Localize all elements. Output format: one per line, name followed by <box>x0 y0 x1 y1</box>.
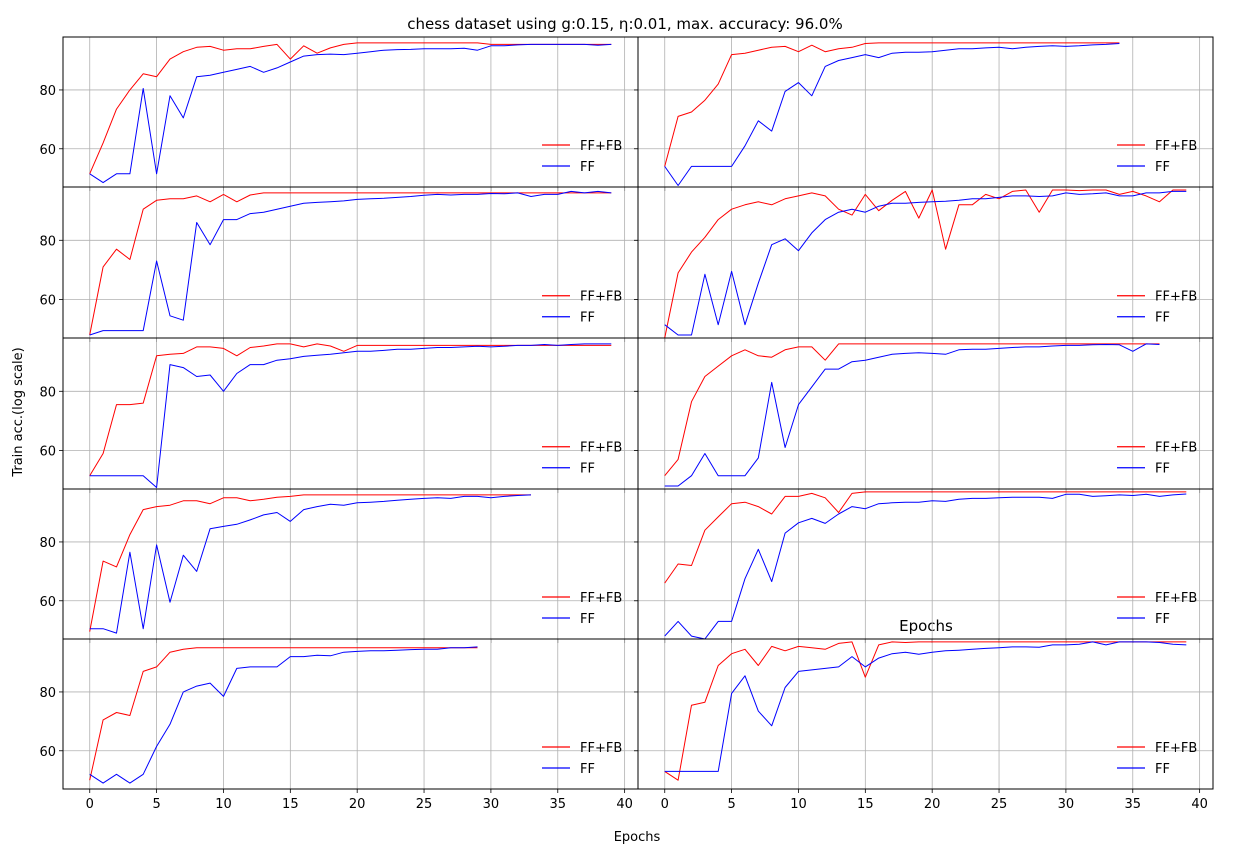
series-line-ff <box>89 646 478 784</box>
legend-label: FF <box>580 311 595 326</box>
legend-label: FF+FB <box>580 591 622 606</box>
legend-label: FF <box>580 612 595 627</box>
inner-epochs-label: Epochs <box>899 617 953 635</box>
series-line-ff <box>89 43 612 184</box>
y-axis-label: Train acc.(log scale) <box>11 347 26 477</box>
x-tick-label: 25 <box>416 797 433 812</box>
series-line-ff <box>89 343 612 488</box>
legend-label: FF <box>1155 160 1170 175</box>
y-tick-label: 60 <box>39 445 56 460</box>
legend-label: FF <box>1155 612 1170 627</box>
legend-label: FF+FB <box>1155 741 1197 756</box>
y-tick-label: 60 <box>39 595 56 610</box>
series-line-ff <box>664 43 1120 186</box>
x-tick-label: 25 <box>991 797 1008 812</box>
series-line-ff <box>89 494 532 634</box>
x-tick-label: 40 <box>1191 797 1208 812</box>
series-line-ff <box>89 190 612 336</box>
series-line-ffb <box>89 494 531 632</box>
series-line-ffb <box>89 192 612 336</box>
series-line-ff <box>664 493 1187 640</box>
x-axis-label: Epochs <box>614 830 661 845</box>
series-line-ffb <box>664 491 1187 584</box>
legend-label: FF+FB <box>1155 290 1197 305</box>
y-tick-label: 60 <box>39 745 56 760</box>
x-tick-label: 30 <box>483 797 500 812</box>
panel-frame <box>637 638 1214 790</box>
legend-label: FF <box>580 160 595 175</box>
legend-label: FF+FB <box>1155 139 1197 154</box>
panel-2: FF+FB FF <box>634 36 1214 191</box>
x-tick-label: 20 <box>924 797 941 812</box>
x-tick-label: 35 <box>1124 797 1141 812</box>
legend-label: FF+FB <box>580 741 622 756</box>
legend-label: FF+FB <box>580 290 622 305</box>
x-tick-label: 35 <box>549 797 566 812</box>
series-line-ff <box>664 190 1187 336</box>
y-tick-label: 60 <box>39 143 56 158</box>
y-tick-label: 60 <box>39 294 56 309</box>
x-tick-label: 10 <box>790 797 807 812</box>
x-tick-label: 5 <box>727 797 735 812</box>
legend-label: FF+FB <box>580 441 622 456</box>
series-line-ffb <box>89 647 478 781</box>
panel-10: 0 5 10 15 20 25 30 35 40 FF+FB FF <box>634 638 1214 812</box>
y-tick-label: 80 <box>39 84 56 99</box>
x-tick-label: 10 <box>215 797 232 812</box>
panels-group: 60 80 FF+FB FF FF+FB FF 60 80 FF+FB FF FF+FB FF 60 80… <box>39 36 1214 812</box>
series-line-ffb <box>664 189 1187 339</box>
series-line-ff <box>664 641 1187 772</box>
series-line-ff <box>664 343 1160 487</box>
x-tick-label: 30 <box>1058 797 1075 812</box>
legend-label: FF <box>1155 462 1170 477</box>
legend-label: FF+FB <box>580 139 622 154</box>
legend-label: FF <box>1155 762 1170 777</box>
x-tick-label: 5 <box>152 797 160 812</box>
x-tick-label: 15 <box>282 797 299 812</box>
x-tick-label: 0 <box>661 797 669 812</box>
legend-label: FF+FB <box>1155 591 1197 606</box>
y-tick-label: 80 <box>39 385 56 400</box>
y-tick-label: 80 <box>39 234 56 249</box>
series-line-ffb <box>664 641 1187 781</box>
y-tick-label: 80 <box>39 536 56 551</box>
x-tick-label: 15 <box>857 797 874 812</box>
legend-label: FF+FB <box>1155 441 1197 456</box>
panel-5: 60 80 FF+FB FF <box>39 337 639 493</box>
legend-label: FF <box>580 762 595 777</box>
chart-title: chess dataset using g:0.15, η:0.01, max.… <box>407 15 842 33</box>
legend-label: FF <box>1155 311 1170 326</box>
x-tick-label: 0 <box>86 797 94 812</box>
legend-label: FF <box>580 462 595 477</box>
panel-1: 60 80 FF+FB FF <box>39 36 639 191</box>
x-tick-label: 20 <box>349 797 366 812</box>
panel-6: FF+FB FF <box>634 337 1214 493</box>
y-tick-label: 80 <box>39 686 56 701</box>
series-line-ffb <box>664 42 1120 167</box>
series-line-ffb <box>664 343 1160 477</box>
x-tick-label: 40 <box>616 797 633 812</box>
panel-7: 60 80 FF+FB FF <box>39 488 639 643</box>
